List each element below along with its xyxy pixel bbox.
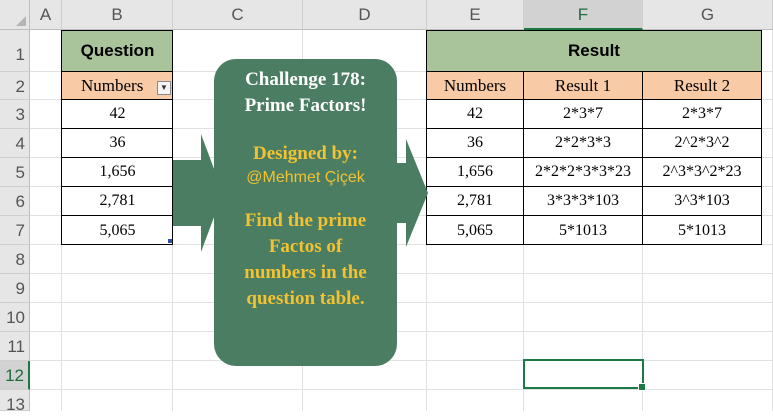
active-cell-selection[interactable] xyxy=(523,359,646,391)
fill-handle-icon[interactable] xyxy=(638,383,646,391)
row-header-7[interactable]: 7 xyxy=(0,216,30,245)
select-all-corner[interactable] xyxy=(0,0,30,30)
column-header-b[interactable]: B xyxy=(62,0,173,30)
row-header-8[interactable]: 8 xyxy=(0,245,30,274)
row-header-11[interactable]: 11 xyxy=(0,332,30,361)
result-number-cell[interactable]: 5,065 xyxy=(427,216,524,245)
result-2-cell[interactable]: 2^2*3^2 xyxy=(643,129,761,158)
result-1-cell[interactable]: 5*1013 xyxy=(524,216,643,245)
result-1-header[interactable]: Result 1 xyxy=(524,72,643,100)
instruction-line3: numbers in the xyxy=(244,262,367,283)
column-header-a[interactable]: A xyxy=(30,0,62,30)
question-numbers-header[interactable]: Numbers xyxy=(62,72,173,100)
result-number-cell[interactable]: 1,656 xyxy=(427,158,524,187)
column-header-d[interactable]: D xyxy=(303,0,427,30)
question-value-cell[interactable]: 36 xyxy=(62,129,173,158)
challenge-title-line2: Prime Factors! xyxy=(244,95,367,116)
gridline xyxy=(30,157,773,158)
gridline xyxy=(30,389,773,390)
row-header-10[interactable]: 10 xyxy=(0,303,30,332)
filter-dropdown-icon[interactable]: ▼ xyxy=(157,81,171,95)
instruction-line2: Factos of xyxy=(268,236,343,257)
result-1-cell[interactable]: 2*2*2*3*3*23 xyxy=(524,158,643,187)
designed-by-label: Designed by: xyxy=(252,143,359,164)
question-value-cell[interactable]: 2,781 xyxy=(62,187,173,216)
row-header-2[interactable]: 2 xyxy=(0,72,30,100)
result-2-cell[interactable]: 3^3*103 xyxy=(643,187,761,216)
left-arrow-icon xyxy=(173,134,223,252)
select-all-triangle-icon xyxy=(16,16,26,26)
challenge-title-line1: Challenge 178: xyxy=(245,69,366,90)
gridline xyxy=(30,244,773,245)
instruction-line1: Find the prime xyxy=(244,210,367,231)
result-1-cell[interactable]: 3*3*3*103 xyxy=(524,187,643,216)
gridline xyxy=(30,302,773,303)
row-header-9[interactable]: 9 xyxy=(0,274,30,303)
column-header-e[interactable]: E xyxy=(427,0,524,30)
question-value-cell[interactable]: 1,656 xyxy=(62,158,173,187)
result-1-cell[interactable]: 2*2*3*3 xyxy=(524,129,643,158)
right-arrow-icon xyxy=(396,139,428,247)
row-header-6[interactable]: 6 xyxy=(0,187,30,216)
result-2-cell[interactable]: 2^3*3^2*23 xyxy=(643,158,761,187)
row-header-3[interactable]: 3 xyxy=(0,100,30,129)
result-2-cell[interactable]: 5*1013 xyxy=(678,221,726,239)
result-2-cell[interactable]: 2*3*7 xyxy=(643,100,761,129)
author-handle: @Mehmet Çiçek xyxy=(246,169,365,186)
challenge-box: Challenge 178: Prime Factors! Designed b… xyxy=(214,59,397,366)
row-header-13[interactable]: 13 xyxy=(0,390,30,414)
table-resize-handle-icon[interactable] xyxy=(168,239,172,243)
row-header-1[interactable]: 1 xyxy=(0,30,30,72)
result-2-header[interactable]: Result 2 xyxy=(643,72,761,100)
result-title-cell[interactable]: Result xyxy=(427,30,761,72)
result-numbers-header[interactable]: Numbers xyxy=(427,72,524,100)
result-number-cell[interactable]: 2,781 xyxy=(427,187,524,216)
row-header-4[interactable]: 4 xyxy=(0,129,30,158)
question-value-cell[interactable]: 5,065 xyxy=(99,221,136,239)
result-1-cell[interactable]: 2*3*7 xyxy=(524,100,643,129)
question-value-cell[interactable]: 42 xyxy=(62,100,173,129)
column-header-g[interactable]: G xyxy=(643,0,773,30)
column-header-c[interactable]: C xyxy=(173,0,303,30)
result-number-cell[interactable]: 42 xyxy=(427,100,524,129)
gridline xyxy=(30,331,773,332)
gridline xyxy=(30,71,773,72)
gridline xyxy=(30,360,773,361)
row-header-5[interactable]: 5 xyxy=(0,158,30,187)
row-header-12[interactable]: 12 xyxy=(0,361,30,390)
gridline xyxy=(30,99,773,100)
instruction-line4: question table. xyxy=(246,288,365,309)
gridline xyxy=(30,273,773,274)
column-header-f[interactable]: F xyxy=(524,0,643,30)
question-title-cell[interactable]: Question xyxy=(62,30,173,72)
gridline xyxy=(30,128,773,129)
result-number-cell[interactable]: 36 xyxy=(427,129,524,158)
